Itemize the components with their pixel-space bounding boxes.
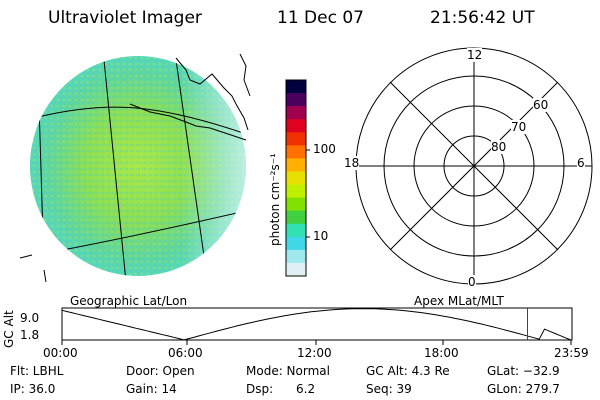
mlat-label-70: 70 bbox=[511, 120, 527, 134]
status-door: Door: Open bbox=[126, 364, 195, 378]
status-gc-alt: GC Alt: 4.3 Re bbox=[366, 364, 450, 378]
colorbar-swatch bbox=[286, 262, 306, 277]
gc-alt-curve bbox=[61, 308, 572, 341]
colorbar-swatch bbox=[286, 93, 306, 107]
colorbar-swatch bbox=[286, 106, 306, 120]
gc-alt-xtick-2: 12:00 bbox=[297, 346, 332, 360]
map-caption: Geographic Lat/Lon bbox=[70, 294, 188, 308]
time-label: 21:56:42 UT bbox=[430, 8, 535, 28]
polar-plot bbox=[355, 47, 593, 285]
colorbar-swatch bbox=[286, 158, 306, 172]
coastline bbox=[129, 53, 251, 141]
status-mode: Mode: Normal bbox=[246, 364, 330, 378]
gc-alt-xtick-1: 06:00 bbox=[168, 346, 203, 360]
mlat-label-60: 60 bbox=[533, 98, 549, 112]
colorbar-swatch bbox=[286, 223, 306, 238]
colorbar-swatch bbox=[286, 145, 306, 159]
map-grid-outside bbox=[19, 254, 47, 283]
status-ip: IP: 36.0 bbox=[10, 382, 56, 396]
colorbar-swatch bbox=[286, 132, 306, 146]
gc-alt-plot bbox=[61, 307, 573, 345]
polar-caption: Apex MLat/MLT bbox=[414, 294, 504, 308]
colorbar-swatch bbox=[286, 184, 306, 199]
colorbar-tick-100: 100 bbox=[313, 142, 336, 156]
status-seq: Seq: 39 bbox=[366, 382, 412, 396]
colorbar-swatch bbox=[286, 210, 306, 225]
status-glat: GLat: −32.9 bbox=[487, 364, 560, 378]
gc-alt-ytick-min: 1.8 bbox=[20, 328, 40, 342]
mlt-label-0: 0 bbox=[468, 275, 476, 289]
colorbar-swatch bbox=[286, 197, 306, 212]
colorbar-tick-10: 10 bbox=[313, 229, 329, 243]
gc-alt-ytick-max: 9.0 bbox=[20, 311, 40, 325]
status-gain: Gain: 14 bbox=[126, 382, 177, 396]
colorbar bbox=[285, 79, 307, 277]
status-dsp: Dsp: 6.2 bbox=[246, 382, 316, 396]
status-filter: Flt: LBHL bbox=[10, 364, 64, 378]
colorbar-swatch bbox=[286, 119, 306, 133]
colorbar-swatch bbox=[286, 171, 306, 186]
gc-alt-xtick-3: 18:00 bbox=[424, 346, 459, 360]
mlt-label-18: 18 bbox=[344, 156, 360, 170]
colorbar-swatch bbox=[286, 249, 306, 264]
gc-alt-xtick-4: 23:59 bbox=[554, 346, 589, 360]
date-label: 11 Dec 07 bbox=[277, 8, 364, 28]
mlt-label-12: 12 bbox=[467, 48, 483, 62]
colorbar-swatch bbox=[286, 236, 306, 251]
colorbar-unit-label: photon cm⁻²s⁻¹ bbox=[268, 153, 282, 246]
mlt-label-6: 6 bbox=[577, 156, 585, 170]
mlat-label-80: 80 bbox=[491, 140, 507, 154]
earth-disk-image bbox=[30, 53, 251, 276]
gc-alt-xtick-0: 00:00 bbox=[43, 346, 78, 360]
instrument-title: Ultraviolet Imager bbox=[48, 8, 202, 28]
status-glon: GLon: 279.7 bbox=[487, 382, 560, 396]
colorbar-swatch bbox=[286, 80, 306, 94]
gc-alt-ylabel: GC Alt bbox=[2, 310, 16, 348]
